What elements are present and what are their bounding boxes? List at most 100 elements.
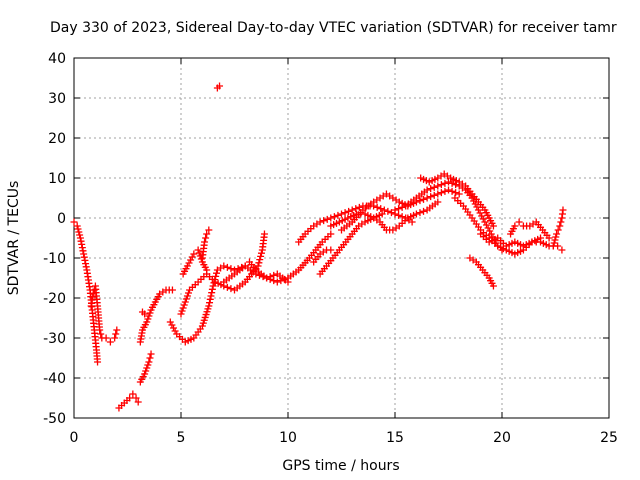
data-point [147,350,155,358]
series-arc-h [177,230,268,318]
data-point [74,225,82,233]
x-tick-label: 15 [386,430,404,446]
data-point [545,234,553,242]
data-point [552,233,560,241]
data-point [437,189,445,197]
data-point [94,358,102,366]
series-arc-d [136,350,155,386]
data-point [234,265,242,273]
data-point [437,181,445,189]
series-arc-w [507,218,553,242]
data-point [452,181,460,189]
series-arc-g [166,262,292,346]
data-point [168,321,176,329]
data-point [179,304,187,312]
data-point [334,211,342,219]
data-point [487,230,495,238]
data-point [216,82,224,90]
data-point [515,218,523,226]
series-arc-p [327,198,442,234]
data-point [197,255,205,263]
data-point [146,309,154,317]
y-tick-label: -50 [43,411,66,427]
data-point [434,198,442,206]
data-point [387,209,395,217]
data-point [345,207,353,215]
data-point [183,262,191,270]
data-point [558,246,566,254]
data-point [398,203,406,211]
data-point [553,230,561,238]
data-point [423,186,431,194]
data-point [170,324,178,332]
x-tick-label: 10 [279,430,297,446]
data-point [106,338,114,346]
data-point [201,238,209,246]
data-point [177,310,185,318]
data-point [448,179,456,187]
data-point [183,292,191,300]
data-point [145,312,153,320]
data-point [395,205,403,213]
data-point [208,289,216,297]
data-point [430,191,438,199]
data-point [102,334,110,342]
data-point [203,230,211,238]
series-arc-q [338,186,463,234]
y-tick-label: -20 [43,291,66,307]
data-point [207,292,215,300]
data-point [263,274,271,282]
series-arc-l [220,230,335,286]
data-point [441,187,449,195]
data-point [141,370,149,378]
data-point [223,263,231,271]
data-point [511,222,519,230]
data-point [280,275,288,283]
data-point [427,193,435,201]
y-tick-label: -40 [43,371,66,387]
data-point [184,289,192,297]
x-tick-label: 5 [177,430,186,446]
data-point [256,256,264,264]
series-arc-f [138,308,149,318]
data-point [96,326,104,334]
plot-frame [73,57,610,419]
data-point [484,224,492,232]
data-point [206,295,214,303]
data-point [144,361,152,369]
data-point [76,231,84,239]
data-point [142,367,150,375]
data-point [378,210,386,218]
data-point [549,242,557,250]
data-point [182,295,190,303]
data-point [141,310,149,318]
data-point [441,179,449,187]
data-point [482,221,490,229]
data-point [327,214,335,222]
data-point [448,187,456,195]
data-point [205,302,213,310]
data-point [203,266,211,274]
data-point [134,398,142,406]
data-point [113,326,121,334]
data-point [479,215,487,223]
series-arc-k [213,82,224,92]
data-point [559,206,567,214]
y-tick-label: 0 [57,211,66,227]
data-point [416,197,424,205]
data-point [254,262,262,270]
data-point [327,246,335,254]
data-point [486,227,494,235]
series-arc-j [198,226,213,262]
data-point [474,206,482,214]
data-point [181,298,189,306]
axis-ticks: 0 5 10 15 20 25 -50 -40 -30 -20 -10 0 10 20 30 40 [43,51,618,446]
data-point [75,228,83,236]
data-point [320,217,328,225]
data-point [557,218,565,226]
data-point [195,249,203,257]
data-point [143,318,151,326]
data-point [550,239,558,247]
y-tick-label: 20 [48,131,66,147]
x-tick-label: 25 [600,430,618,446]
